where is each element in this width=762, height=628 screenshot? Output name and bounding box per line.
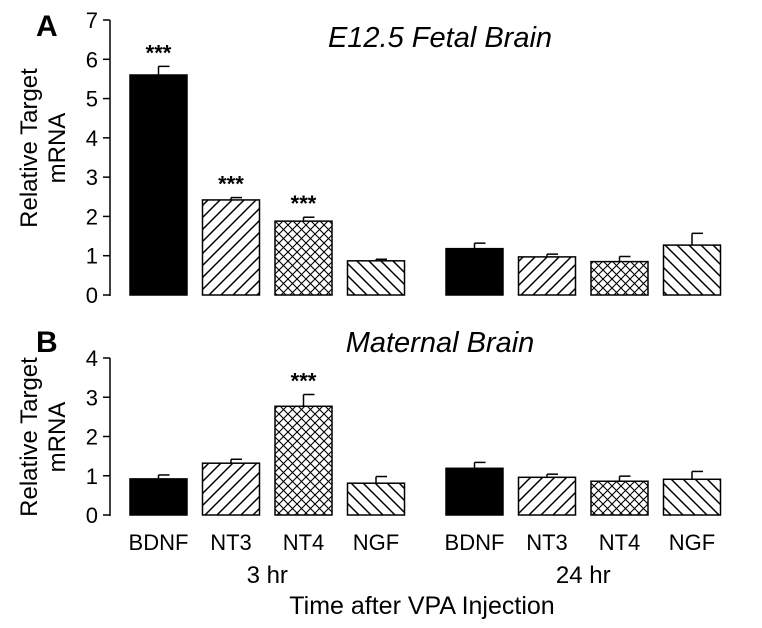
panel-a-ylabel-line1: Relative Target: [16, 68, 43, 228]
panel-b-label: B: [36, 326, 58, 359]
bar-nt4: [590, 480, 649, 516]
panel-b-y-tick-label: 1: [86, 464, 98, 489]
panel-a-ylabel-line2: mRNA: [44, 113, 71, 184]
bar-nt4: [590, 260, 649, 296]
bar-bdnf: [129, 478, 188, 516]
x-tick-label-bdnf: BDNF: [129, 530, 189, 555]
bar-nt4: [274, 405, 333, 516]
group-label: 3 hr: [247, 562, 288, 589]
significance-marker: ***: [291, 191, 317, 216]
panel-a-y-tick-label: 0: [86, 283, 98, 308]
panel-a-y-tick-label: 6: [86, 47, 98, 72]
panel-a-y-tick-label: 2: [86, 204, 98, 229]
panel-b-y-tick-label: 4: [86, 346, 98, 371]
x-tick-label-nt3: NT3: [526, 530, 568, 555]
bar-nt3: [517, 476, 577, 516]
panel-a-y-axis: 0 1 2 3 4 5 6 7: [86, 8, 111, 308]
panel-a-title: E12.5 Fetal Brain: [328, 22, 552, 54]
bar-bdnf: [129, 74, 188, 296]
x-tick-label-nt4: NT4: [283, 530, 325, 555]
x-tick-label-ngf: NGF: [669, 530, 715, 555]
x-group-labels: 3 hr 24 hr: [247, 562, 611, 589]
panel-a-y-tick-label: 5: [86, 87, 98, 112]
bar-ngf: [346, 260, 406, 296]
significance-marker: ***: [146, 40, 172, 65]
group-label: 24 hr: [556, 562, 611, 589]
panel-b-y-tick-label: 3: [86, 385, 98, 410]
bar-ngf: [662, 478, 722, 516]
panel-b-bars: ***: [129, 369, 722, 516]
bar-nt4: [274, 220, 333, 296]
panel-a-y-tick-label: 4: [86, 126, 98, 151]
panel-b-ylabel-line1: Relative Target: [16, 357, 43, 517]
x-axis-title: Time after VPA Injection: [289, 592, 554, 620]
panel-a-label: A: [36, 10, 58, 43]
panel-b-y-tick-label: 2: [86, 425, 98, 450]
bar-ngf: [346, 482, 406, 516]
bar-nt3: [517, 256, 577, 296]
x-tick-label-bdnf: BDNF: [445, 530, 505, 555]
panel-b-ylabel-line2: mRNA: [44, 402, 71, 473]
panel-a-y-tick-label: 3: [86, 165, 98, 190]
x-tick-label-nt4: NT4: [599, 530, 641, 555]
bar-bdnf: [445, 467, 504, 516]
bar-bdnf: [445, 247, 504, 296]
x-category-labels: BDNF NT3 NT4 NGF BDNF NT3 NT4 NGF: [129, 530, 716, 555]
panel-b-title: Maternal Brain: [346, 327, 535, 359]
panel-a-y-tick-label: 1: [86, 244, 98, 269]
bar-nt3: [201, 199, 261, 296]
bar-ngf: [662, 244, 722, 296]
bar-nt3: [201, 462, 261, 516]
panel-b-y-axis: 0 1 2 3 4: [86, 346, 111, 528]
panel-a-bars: *** *** ***: [129, 40, 722, 296]
x-tick-label-ngf: NGF: [353, 530, 399, 555]
panel-a-y-tick-label: 7: [86, 8, 98, 33]
significance-marker: ***: [218, 172, 244, 197]
significance-marker: ***: [291, 369, 317, 394]
panel-b-y-tick-label: 0: [86, 503, 98, 528]
x-tick-label-nt3: NT3: [210, 530, 252, 555]
